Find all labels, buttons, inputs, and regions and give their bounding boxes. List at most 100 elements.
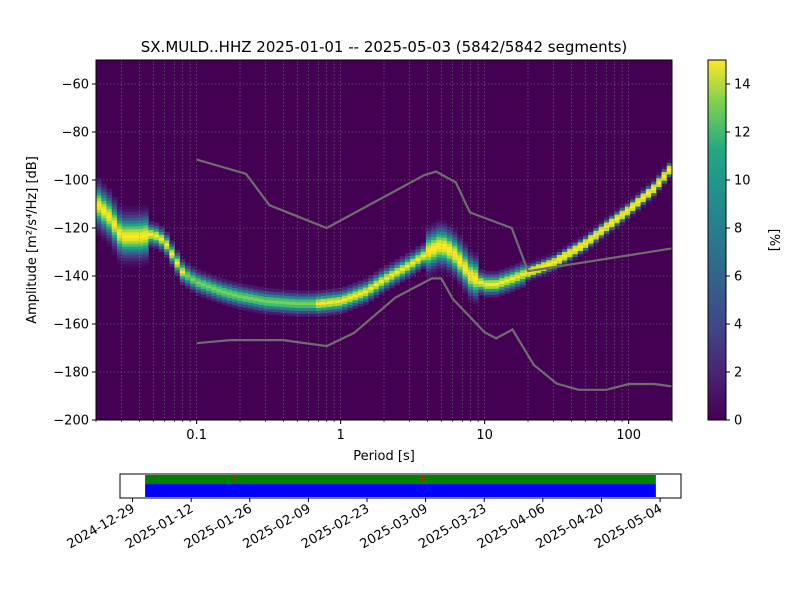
density-cell bbox=[331, 297, 338, 301]
density-cell bbox=[509, 274, 516, 278]
x-axis-label: Period [s] bbox=[353, 449, 415, 464]
x-tick-label: 0.1 bbox=[186, 428, 207, 443]
density-cell bbox=[242, 307, 249, 311]
density-cell bbox=[666, 168, 672, 172]
density-cell bbox=[457, 269, 463, 273]
density-cell bbox=[499, 274, 505, 279]
density-cell bbox=[577, 250, 584, 254]
density-cell bbox=[158, 225, 165, 230]
density-cell bbox=[169, 243, 175, 247]
density-cell bbox=[321, 307, 327, 311]
density-cell bbox=[169, 257, 175, 262]
high-noise-model-curve bbox=[196, 158, 672, 273]
density-cell bbox=[127, 240, 134, 244]
density-cell bbox=[357, 297, 364, 302]
density-cell bbox=[300, 313, 306, 317]
density-cell bbox=[473, 298, 479, 302]
density-cell bbox=[205, 293, 212, 297]
density-cell bbox=[425, 233, 432, 237]
density-cell bbox=[619, 213, 626, 217]
density-cell bbox=[279, 289, 285, 293]
density-cell bbox=[462, 273, 469, 277]
density-cell bbox=[436, 239, 442, 244]
density-cell bbox=[127, 211, 134, 215]
density-cell bbox=[342, 300, 348, 305]
density-cell bbox=[106, 234, 113, 239]
density-cell bbox=[614, 222, 621, 227]
density-cell bbox=[572, 242, 579, 246]
density-cell bbox=[106, 197, 113, 201]
density-cell bbox=[153, 234, 160, 238]
density-cell bbox=[127, 234, 134, 238]
density-cell bbox=[562, 260, 568, 264]
density-cell bbox=[452, 259, 458, 264]
density-cell bbox=[577, 242, 584, 246]
density-cell bbox=[457, 263, 463, 267]
density-cell bbox=[520, 267, 526, 271]
density-cell bbox=[143, 213, 149, 217]
density-cell bbox=[96, 212, 102, 216]
density-cell bbox=[431, 228, 437, 232]
density-cell bbox=[651, 189, 657, 194]
density-cell bbox=[169, 252, 175, 256]
density-cell bbox=[666, 171, 672, 175]
density-cell bbox=[384, 267, 390, 272]
density-cell bbox=[101, 191, 107, 196]
density-cell bbox=[127, 237, 134, 241]
density-cell bbox=[137, 208, 144, 212]
density-cell bbox=[158, 248, 165, 253]
density-cell bbox=[436, 251, 442, 255]
density-cell bbox=[116, 243, 123, 247]
density-cell bbox=[630, 196, 636, 200]
density-cell bbox=[226, 294, 233, 299]
density-cell bbox=[247, 302, 254, 306]
density-cell bbox=[546, 257, 552, 261]
density-cell bbox=[226, 289, 233, 293]
density-cell bbox=[164, 254, 170, 258]
density-cell bbox=[441, 226, 448, 230]
density-cell bbox=[321, 292, 327, 296]
density-cell bbox=[488, 271, 495, 275]
density-cell bbox=[551, 263, 558, 267]
density-cell bbox=[441, 220, 448, 224]
density-cell bbox=[342, 303, 348, 308]
density-cell bbox=[556, 266, 563, 270]
colorbar-tick-label: 14 bbox=[734, 78, 751, 93]
density-cell bbox=[404, 255, 411, 260]
density-cell bbox=[462, 264, 469, 268]
density-cell bbox=[535, 272, 542, 276]
density-cell bbox=[232, 293, 238, 297]
colorbar: 0 2 4 6 8 10 12 14 [%] bbox=[707, 59, 781, 429]
density-cell bbox=[289, 292, 296, 297]
density-cell bbox=[562, 245, 568, 249]
density-cell bbox=[368, 292, 374, 296]
density-cell bbox=[226, 300, 233, 304]
density-cell bbox=[294, 301, 301, 306]
density-cell bbox=[577, 236, 584, 240]
density-cell bbox=[101, 209, 107, 213]
density-cell bbox=[446, 272, 453, 276]
density-cell bbox=[164, 240, 170, 244]
density-cell bbox=[582, 250, 589, 254]
density-cell bbox=[493, 288, 500, 292]
density-cell bbox=[242, 295, 249, 299]
density-cell bbox=[609, 223, 615, 228]
density-cell bbox=[279, 306, 285, 310]
density-cell bbox=[190, 283, 196, 287]
density-cell bbox=[310, 304, 317, 309]
y-tick-label: −120 bbox=[53, 222, 89, 237]
density-cell bbox=[473, 286, 479, 290]
density-cell bbox=[226, 291, 233, 296]
density-cell bbox=[541, 264, 547, 269]
density-cell bbox=[656, 177, 662, 182]
density-cell bbox=[305, 304, 312, 309]
density-cell bbox=[122, 249, 128, 253]
density-cell bbox=[216, 294, 223, 298]
density-cell bbox=[399, 270, 406, 274]
density-cell bbox=[452, 268, 458, 272]
density-cell bbox=[195, 277, 202, 282]
density-cell bbox=[326, 295, 333, 299]
density-cell bbox=[211, 275, 217, 279]
density-cell bbox=[598, 223, 605, 227]
density-cell bbox=[577, 253, 584, 257]
